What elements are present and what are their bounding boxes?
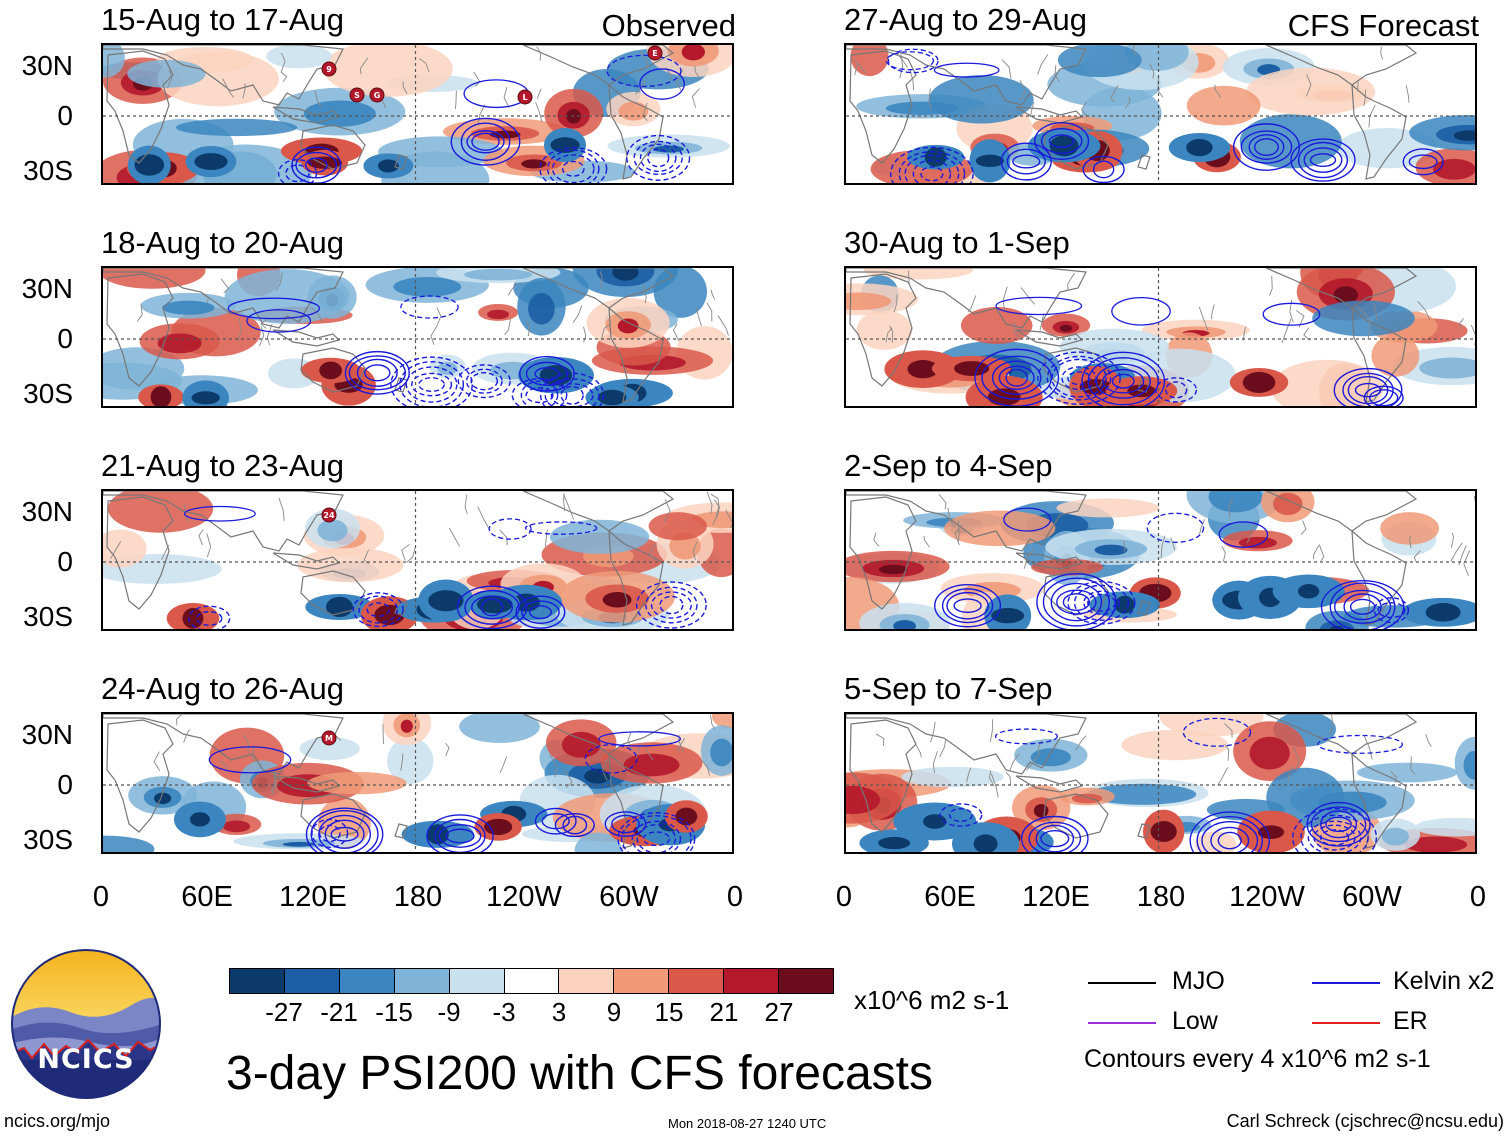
forecast-header: CFS Forecast [1287,8,1479,43]
observed-header: Observed [601,8,736,43]
lat-eq: 0 [57,769,73,800]
lon-0: 0 [835,881,853,913]
storm-marker: E [647,45,663,61]
lon-60w: 60W [1342,881,1402,913]
colorbar-units: x10^6 m2 s-1 [854,985,1010,1015]
colorbar-swatch [230,969,284,993]
map-panel-8 [844,712,1477,854]
storm-marker: 24 [321,507,337,523]
svg-text:9: 9 [326,65,332,74]
colorbar-swatch [338,969,394,993]
map-panel-1: 9 S G L E [101,43,734,185]
lon-360: 0 [726,881,744,913]
lon-120w: 120W [1229,881,1305,913]
timestamp: Mon 2018-08-27 1240 UTC [668,1116,827,1131]
lat-30s: 30S [23,601,73,632]
storm-marker: L [517,89,533,105]
colorbar-swatch [778,969,833,993]
map-panel-7 [844,489,1477,631]
legend-line-mjo [1088,982,1156,984]
map-panel-4: M [101,712,734,854]
figure-title: 3-day PSI200 with CFS forecasts [226,1047,933,1100]
map-panel-5 [844,43,1477,185]
colorbar-tick-label: 9 [606,997,622,1027]
storm-marker: G [369,87,385,103]
lon-120w: 120W [486,881,562,913]
legend-line-kelvin [1312,982,1380,984]
lat-30n: 30N [21,719,73,750]
logo-text: NCICS [37,1044,135,1075]
colorbar-swatch [613,969,669,993]
website-link[interactable]: ncics.org/mjo [4,1111,111,1131]
ncics-logo: NCICS [10,948,162,1100]
colorbar-tick-label: 15 [654,997,684,1027]
panel-title-6: 30-Aug to 1-Sep [844,225,1070,260]
lat-eq: 0 [57,100,73,131]
lon-60e: 60E [181,881,233,913]
lon-60w: 60W [599,881,659,913]
lon-0: 0 [92,881,110,913]
legend-label-low: Low [1172,1007,1218,1035]
svg-text:G: G [374,91,381,100]
colorbar [229,968,834,994]
lat-30s: 30S [23,378,73,409]
contour-note: Contours every 4 x10^6 m2 s-1 [1084,1045,1431,1073]
legend-label-er: ER [1393,1007,1428,1035]
legend-label-mjo: MJO [1172,967,1225,995]
panel-title-5: 27-Aug to 29-Aug [844,2,1088,37]
lat-30n: 30N [21,273,73,304]
panel-title-1: 15-Aug to 17-Aug [101,2,345,37]
lat-30s: 30S [23,155,73,186]
map-panel-2 [101,266,734,408]
map-panel-3: 24 [101,489,734,631]
panel-title-4: 24-Aug to 26-Aug [101,671,345,706]
lon-180: 180 [393,881,443,913]
colorbar-swatch [393,969,449,993]
lon-360: 0 [1469,881,1487,913]
svg-text:24: 24 [323,511,335,520]
panel-title-8: 5-Sep to 7-Sep [844,671,1053,706]
storm-marker: M [321,730,337,746]
lon-120e: 120E [279,881,347,913]
colorbar-tick-label: 21 [709,997,739,1027]
lat-eq: 0 [57,323,73,354]
panel-title-7: 2-Sep to 4-Sep [844,448,1053,483]
svg-text:S: S [354,91,360,100]
lon-120e: 120E [1022,881,1090,913]
svg-text:L: L [522,93,527,102]
colorbar-swatch [283,969,339,993]
storm-marker: S [349,87,365,103]
legend-label-kelvin: Kelvin x2 [1393,967,1495,995]
colorbar-tick-label: -27 [265,997,303,1027]
colorbar-tick-label: -9 [437,997,461,1027]
colorbar-tick-label: 3 [551,997,567,1027]
svg-text:M: M [325,734,333,743]
colorbar-swatch [558,969,614,993]
map-panel-6 [844,266,1477,408]
panel-title-2: 18-Aug to 20-Aug [101,225,345,260]
lat-30s: 30S [23,824,73,855]
lat-30n: 30N [21,50,73,81]
colorbar-tick-label: -21 [320,997,358,1027]
panel-title-3: 21-Aug to 23-Aug [101,448,345,483]
colorbar-swatch [448,969,504,993]
colorbar-swatch [503,969,559,993]
lat-30n: 30N [21,496,73,527]
lat-eq: 0 [57,546,73,577]
colorbar-tick-label: -3 [492,997,516,1027]
colorbar-tick-label: 27 [764,997,794,1027]
colorbar-tick-label: -15 [375,997,413,1027]
legend-line-low [1088,1022,1156,1024]
legend-line-er [1312,1022,1380,1024]
lon-60e: 60E [924,881,976,913]
storm-marker: 9 [321,61,337,77]
colorbar-swatch [668,969,724,993]
lon-180: 180 [1136,881,1186,913]
svg-text:E: E [652,49,657,58]
author-credit: Carl Schreck (cjschrec@ncsu.edu) [1226,1111,1504,1131]
colorbar-swatch [723,969,779,993]
